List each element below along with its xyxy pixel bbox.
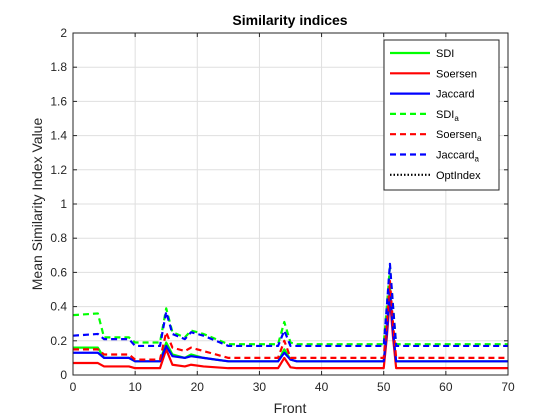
y-tick-label: 0.6	[50, 265, 67, 279]
series-line-soersen-a	[73, 279, 508, 361]
ticks: 0 10 20 30 40 50 60 70 0 0.2 0.4 0.6 0.8 1 1.2 1.4 1.6 1.…	[50, 26, 515, 394]
legend-label-jaccard-a: Jaccarda	[436, 150, 480, 164]
y-tick-label: 1.8	[50, 60, 67, 74]
legend-label-soersen: Soersen	[436, 68, 477, 80]
chart-title: Similarity indices	[232, 12, 347, 28]
x-tick-label: 50	[377, 380, 391, 394]
x-tick-label: 70	[501, 380, 515, 394]
y-tick-label: 1.4	[50, 129, 67, 143]
y-tick-label: 1.2	[50, 163, 67, 177]
y-tick-label: 0	[60, 368, 67, 382]
y-axis-label: Mean Similarity Index Value	[29, 118, 45, 291]
series-line-jaccard	[73, 290, 508, 363]
y-tick-label: 1	[60, 197, 67, 211]
x-tick-label: 20	[191, 380, 205, 394]
legend-label-sdi: SDI	[436, 48, 454, 60]
x-axis-label: Front	[274, 400, 307, 416]
legend-label-jaccard: Jaccard	[436, 89, 475, 101]
legend-label-sdi-a: SDIa	[436, 109, 459, 123]
x-tick-label: 10	[128, 380, 142, 394]
y-tick-label: 0.8	[50, 231, 67, 245]
legend: SDI Soersen Jaccard SDIa Soersena Jaccarda Opt…	[383, 39, 500, 191]
y-tick-label: 0.4	[50, 300, 67, 314]
legend-subscript: a	[477, 134, 482, 143]
series-line-sdi	[73, 286, 508, 363]
legend-subscript: a	[475, 155, 480, 164]
series-lines	[72, 262, 508, 370]
x-tick-label: 60	[439, 380, 453, 394]
series-line-jaccard-a	[72, 262, 508, 348]
x-tick-label: 0	[70, 380, 77, 394]
x-tick-label: 40	[315, 380, 329, 394]
x-tick-label: 30	[253, 380, 267, 394]
y-tick-label: 1.6	[50, 94, 67, 108]
legend-label-optindex: OptIndex	[436, 170, 481, 182]
legend-label-soersen-a: Soersena	[436, 129, 482, 143]
series-line-sdi-a	[72, 266, 508, 346]
legend-subscript: a	[454, 114, 459, 123]
y-tick-label: 0.2	[50, 334, 67, 348]
y-tick-label: 2	[60, 26, 67, 40]
